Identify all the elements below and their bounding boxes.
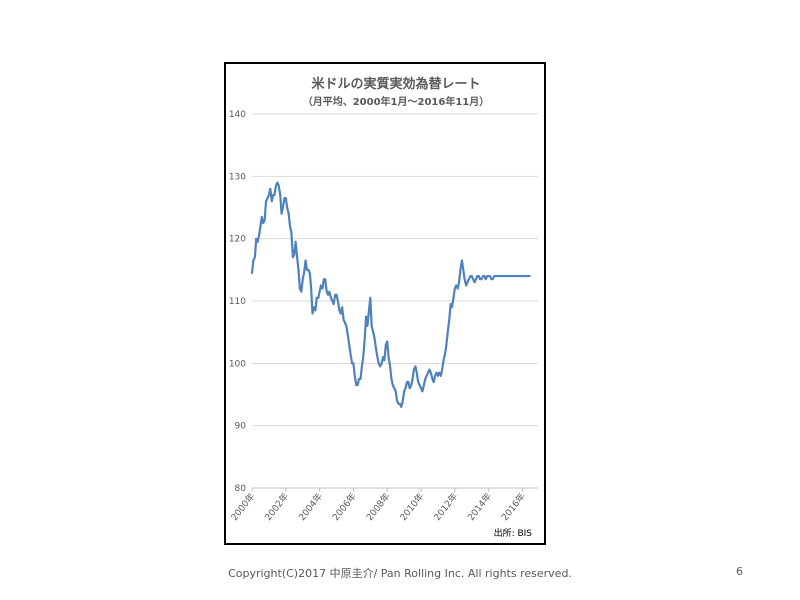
series-line: [250, 181, 531, 409]
x-tick-label: 2002年: [262, 490, 291, 523]
y-tick-label: 120: [229, 235, 246, 245]
x-tick-label: 2016年: [499, 490, 528, 523]
x-tick-label: 2006年: [330, 490, 359, 523]
x-tick-label: 2014年: [465, 490, 494, 523]
y-tick-label: 140: [229, 110, 246, 120]
x-tick-label: 2000年: [228, 490, 257, 523]
chart-frame: 米ドルの実質実効為替レート （月平均、2000年1月～2016年11月） 80 9…: [224, 62, 546, 545]
x-tick-label: 2010年: [397, 490, 426, 523]
y-tick-label: 110: [229, 297, 246, 307]
gridlines: [252, 113, 538, 489]
x-tick-label: 2004年: [296, 490, 325, 523]
y-tick-label: 90: [235, 422, 247, 432]
y-tick-label: 100: [229, 359, 246, 369]
x-tick-label: 2008年: [363, 490, 392, 523]
x-tick-label: 2012年: [431, 490, 460, 523]
copyright-text: Copyright(C)2017 中原圭介/ Pan Rolling Inc. …: [228, 567, 572, 580]
source-label: 出所: BIS: [494, 527, 533, 539]
x-axis-ticks: 2000年 2002年 2004年 2006年 2008年 2010年 2012年 2014年…: [228, 488, 528, 523]
y-tick-label: 130: [229, 172, 246, 182]
chart-subtitle: （月平均、2000年1月～2016年11月）: [303, 95, 490, 108]
y-tick-label: 80: [235, 484, 247, 494]
line-chart: 米ドルの実質実効為替レート （月平均、2000年1月～2016年11月） 80 9…: [228, 76, 538, 539]
chart-title: 米ドルの実質実効為替レート: [311, 76, 480, 92]
y-axis-ticks: 80 90 100 110 120 130 140: [229, 110, 246, 494]
page-number: 6: [736, 565, 743, 578]
